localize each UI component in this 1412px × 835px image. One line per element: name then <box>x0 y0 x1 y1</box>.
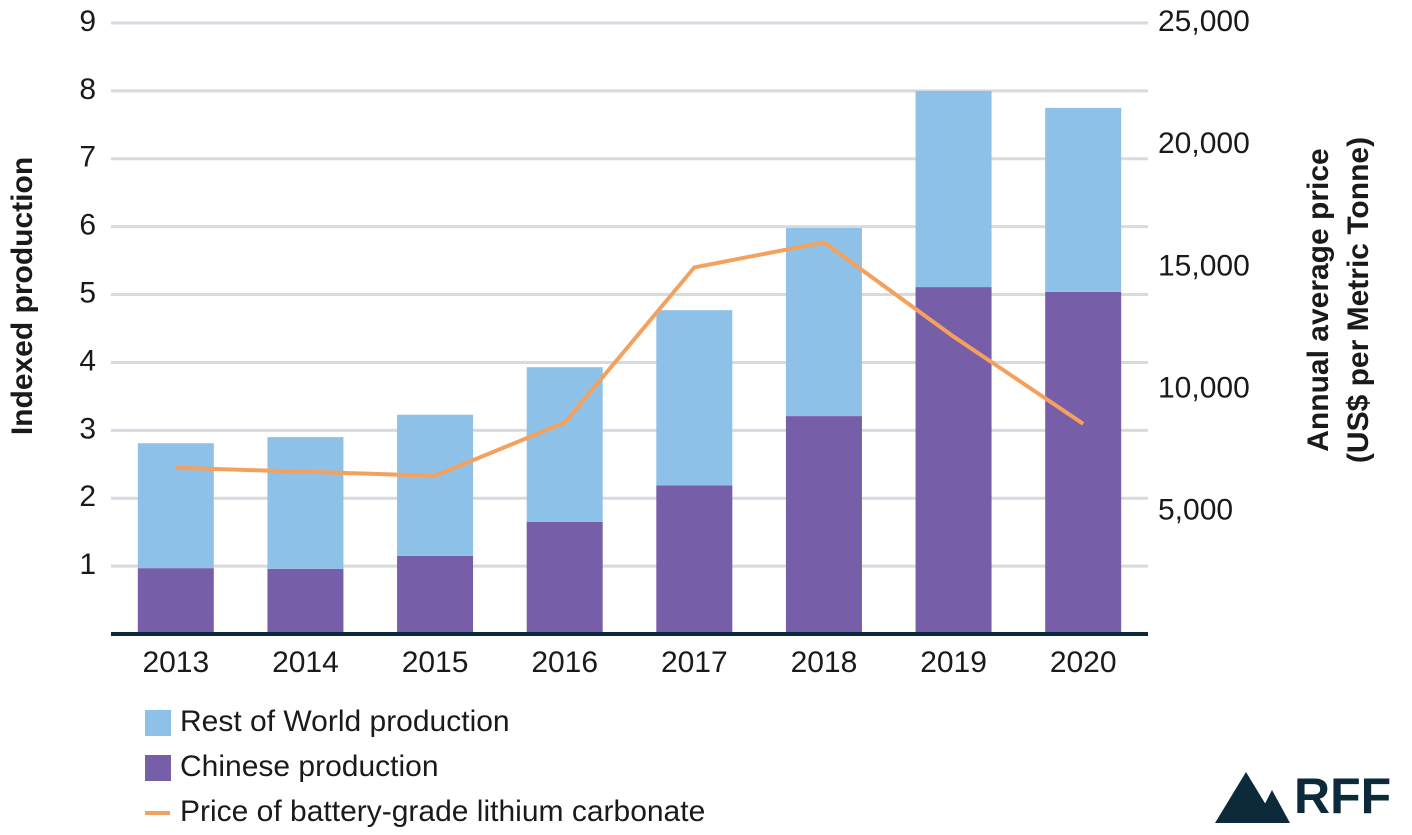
y-tick-label: 4 <box>79 344 96 377</box>
bar-segment <box>656 310 733 486</box>
legend-label: Rest of World production <box>180 705 510 738</box>
y-axis-title: Indexed production <box>6 157 39 435</box>
legend-swatch <box>145 755 171 781</box>
y2-axis-title: (US$ per Metric Tonne) <box>1342 137 1375 463</box>
y2-tick-label: 10,000 <box>1158 372 1250 405</box>
bar-segment <box>915 90 992 288</box>
y-tick-label: 8 <box>79 73 96 106</box>
y-tick-label: 5 <box>79 276 96 309</box>
x-tick-label: 2020 <box>1050 646 1117 679</box>
y-tick-label: 3 <box>79 412 96 445</box>
y-tick-label: 1 <box>79 548 96 581</box>
bar-segment <box>785 228 862 417</box>
price-line <box>175 240 1085 478</box>
x-tick-label: 2014 <box>272 646 339 679</box>
bar-segment <box>656 485 733 634</box>
x-tick-label: 2017 <box>661 646 728 679</box>
bar-segment <box>137 568 214 634</box>
x-tick-label: 2019 <box>920 646 987 679</box>
logo-mark <box>1255 790 1290 823</box>
bar-segment <box>1045 107 1122 292</box>
x-tick-label: 2018 <box>791 646 858 679</box>
y2-axis-title: Annual average price <box>1302 148 1335 451</box>
bar-segment <box>267 568 344 634</box>
y2-tick-label: 20,000 <box>1158 127 1250 160</box>
logo-mark <box>1215 772 1277 823</box>
legend-label: Chinese production <box>180 750 439 783</box>
bar-segment <box>526 521 603 634</box>
x-tick-label: 2015 <box>402 646 469 679</box>
y2-tick-label: 15,000 <box>1158 249 1250 282</box>
logo: RFF <box>1215 768 1391 824</box>
x-tick-label: 2016 <box>531 646 598 679</box>
y2-tick-label: 25,000 <box>1158 5 1250 38</box>
bar-segment <box>397 414 474 556</box>
bar-segment <box>785 416 862 634</box>
legend-swatch <box>145 710 171 736</box>
y-tick-label: 9 <box>79 5 96 38</box>
legend-label: Price of battery-grade lithium carbonate <box>180 795 705 828</box>
logo-text: RFF <box>1294 768 1391 824</box>
y-tick-label: 6 <box>79 209 96 242</box>
y-tick-label: 7 <box>79 141 96 174</box>
bar-segment <box>915 287 992 634</box>
x-tick-label: 2013 <box>142 646 209 679</box>
bar-segment <box>267 437 344 569</box>
y-tick-label: 2 <box>79 480 96 513</box>
bar-segment <box>137 443 214 569</box>
bar-segment <box>1045 291 1122 634</box>
bar-segment <box>397 555 474 634</box>
y2-tick-label: 5,000 <box>1158 494 1233 527</box>
